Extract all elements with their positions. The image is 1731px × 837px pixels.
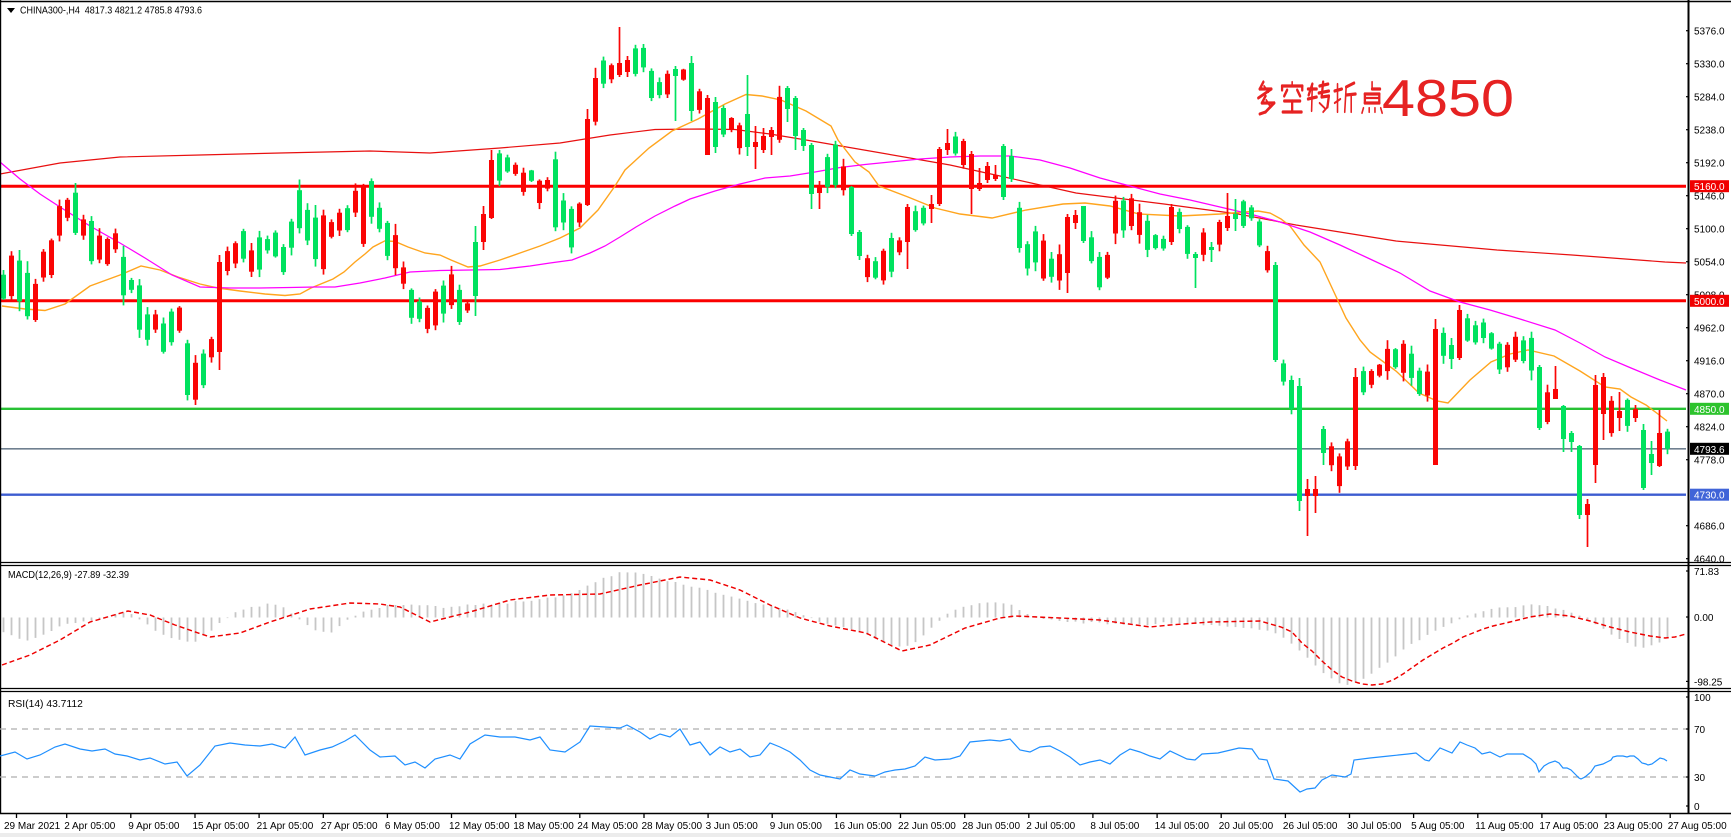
svg-text:23 Aug 05:00: 23 Aug 05:00 — [1604, 821, 1663, 832]
svg-text:-98.25: -98.25 — [1694, 677, 1723, 688]
svg-text:5160.0: 5160.0 — [1694, 182, 1725, 193]
svg-text:29 Mar 2021: 29 Mar 2021 — [4, 821, 61, 832]
svg-text:28 Jun 05:00: 28 Jun 05:00 — [962, 821, 1020, 832]
svg-text:5192.0: 5192.0 — [1694, 159, 1725, 170]
svg-text:26 Jul 05:00: 26 Jul 05:00 — [1283, 821, 1338, 832]
svg-text:9 Apr 05:00: 9 Apr 05:00 — [128, 821, 180, 832]
svg-text:3 Jun 05:00: 3 Jun 05:00 — [706, 821, 759, 832]
svg-text:CHINA300-,H4 4817.3 4821.2 47: CHINA300-,H4 4817.3 4821.2 4785.8 4793.6 — [20, 6, 202, 17]
svg-text:15 Apr 05:00: 15 Apr 05:00 — [193, 821, 250, 832]
svg-text:4730.0: 4730.0 — [1694, 491, 1725, 502]
svg-text:5284.0: 5284.0 — [1694, 93, 1725, 104]
svg-text:5054.0: 5054.0 — [1694, 258, 1725, 269]
svg-text:4850: 4850 — [1382, 70, 1514, 128]
svg-text:4778.0: 4778.0 — [1694, 456, 1725, 467]
svg-text:4962.0: 4962.0 — [1694, 324, 1725, 335]
svg-text:4916.0: 4916.0 — [1694, 357, 1725, 368]
svg-text:4793.6: 4793.6 — [1694, 445, 1725, 456]
svg-text:30 Jul 05:00: 30 Jul 05:00 — [1347, 821, 1402, 832]
svg-text:70: 70 — [1694, 725, 1706, 736]
svg-text:5000.0: 5000.0 — [1694, 297, 1725, 308]
svg-text:20 Jul 05:00: 20 Jul 05:00 — [1219, 821, 1274, 832]
svg-text:12 May 05:00: 12 May 05:00 — [449, 821, 510, 832]
svg-text:4686.0: 4686.0 — [1694, 522, 1725, 533]
svg-text:28 May 05:00: 28 May 05:00 — [642, 821, 703, 832]
svg-text:18 May 05:00: 18 May 05:00 — [513, 821, 574, 832]
svg-text:8 Jul 05:00: 8 Jul 05:00 — [1090, 821, 1139, 832]
svg-text:2 Jul 05:00: 2 Jul 05:00 — [1026, 821, 1075, 832]
svg-text:0.00: 0.00 — [1694, 613, 1714, 624]
svg-text:5100.0: 5100.0 — [1694, 225, 1725, 236]
svg-text:11 Aug 05:00: 11 Aug 05:00 — [1475, 821, 1534, 832]
svg-text:5 Aug 05:00: 5 Aug 05:00 — [1411, 821, 1465, 832]
svg-text:16 Jun 05:00: 16 Jun 05:00 — [834, 821, 892, 832]
svg-text:2 Apr 05:00: 2 Apr 05:00 — [64, 821, 116, 832]
svg-text:5238.0: 5238.0 — [1694, 126, 1725, 137]
svg-text:5146.0: 5146.0 — [1694, 192, 1725, 203]
svg-text:MACD(12,26,9) -27.89 -32.39: MACD(12,26,9) -27.89 -32.39 — [8, 570, 129, 581]
svg-text:0: 0 — [1694, 802, 1700, 813]
svg-text:27 Aug 05:00: 27 Aug 05:00 — [1668, 821, 1727, 832]
svg-text:5376.0: 5376.0 — [1694, 27, 1725, 38]
svg-text:14 Jul 05:00: 14 Jul 05:00 — [1155, 821, 1210, 832]
svg-text:100: 100 — [1694, 693, 1711, 704]
svg-text:27 Apr 05:00: 27 Apr 05:00 — [321, 821, 378, 832]
svg-text:4850.0: 4850.0 — [1694, 405, 1725, 416]
svg-text:5330.0: 5330.0 — [1694, 60, 1725, 71]
svg-text:22 Jun 05:00: 22 Jun 05:00 — [898, 821, 956, 832]
svg-text:21 Apr 05:00: 21 Apr 05:00 — [257, 821, 314, 832]
svg-text:9 Jun 05:00: 9 Jun 05:00 — [770, 821, 823, 832]
svg-text:4870.0: 4870.0 — [1694, 390, 1725, 401]
svg-text:6 May 05:00: 6 May 05:00 — [385, 821, 440, 832]
svg-text:RSI(14) 43.7112: RSI(14) 43.7112 — [8, 699, 83, 710]
svg-text:30: 30 — [1694, 773, 1706, 784]
svg-text:4640.0: 4640.0 — [1694, 555, 1725, 566]
svg-text:17 Aug 05:00: 17 Aug 05:00 — [1539, 821, 1598, 832]
svg-text:71.83: 71.83 — [1694, 567, 1719, 578]
svg-text:24 May 05:00: 24 May 05:00 — [577, 821, 638, 832]
svg-text:4824.0: 4824.0 — [1694, 423, 1725, 434]
